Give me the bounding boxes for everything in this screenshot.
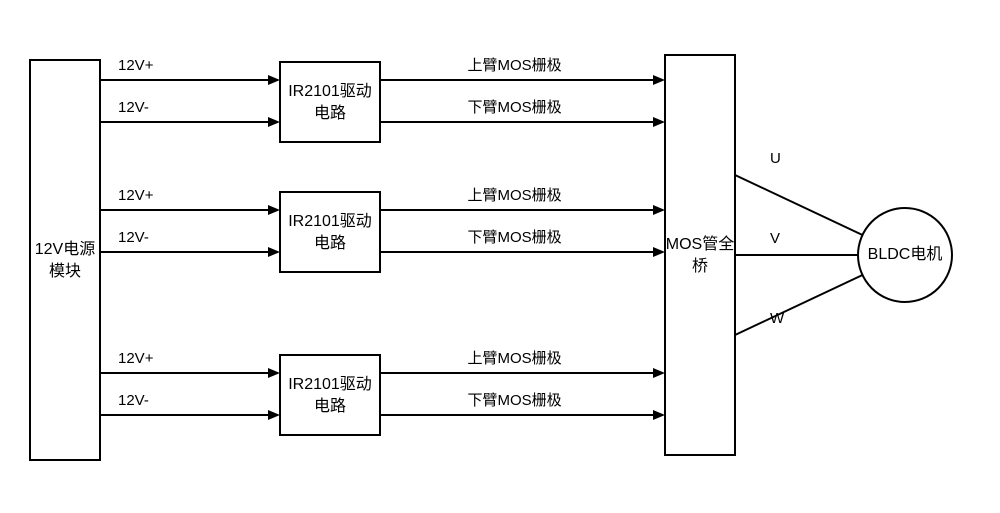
driver-box-2 — [280, 355, 380, 435]
driver-label2-2: 电路 — [314, 397, 346, 415]
power-output-label-4: 12V+ — [118, 350, 154, 367]
phase-label-W: W — [770, 310, 785, 327]
driver-label1-0: IR2101驱动 — [288, 82, 372, 100]
power-module-label-1: 12V电源 — [35, 240, 95, 258]
power-module-label-2: 模块 — [49, 262, 81, 280]
mos-bridge-box — [665, 55, 735, 455]
power-output-label-1: 12V- — [118, 99, 149, 116]
motor-label: BLDC电机 — [868, 245, 943, 263]
power-module-box — [30, 60, 100, 460]
power-output-label-2: 12V+ — [118, 187, 154, 204]
gate-label-0: 上臂MOS栅极 — [468, 57, 562, 74]
driver-label2-0: 电路 — [314, 104, 346, 122]
phase-label-V: V — [770, 230, 780, 247]
gate-label-1: 下臂MOS栅极 — [468, 99, 562, 116]
gate-label-5: 下臂MOS栅极 — [468, 392, 562, 409]
phase-label-U: U — [770, 150, 781, 167]
mos-bridge-label-1: MOS管全 — [666, 235, 734, 253]
power-output-label-3: 12V- — [118, 229, 149, 246]
gate-label-3: 下臂MOS栅极 — [468, 229, 562, 246]
driver-box-0 — [280, 62, 380, 142]
gate-label-4: 上臂MOS栅极 — [468, 350, 562, 367]
power-output-label-0: 12V+ — [118, 57, 154, 74]
power-output-label-5: 12V- — [118, 392, 149, 409]
driver-label1-2: IR2101驱动 — [288, 375, 372, 393]
driver-box-1 — [280, 192, 380, 272]
driver-label2-1: 电路 — [314, 234, 346, 252]
gate-label-2: 上臂MOS栅极 — [468, 187, 562, 204]
mos-bridge-label-2: 桥 — [692, 257, 708, 275]
driver-label1-1: IR2101驱动 — [288, 212, 372, 230]
